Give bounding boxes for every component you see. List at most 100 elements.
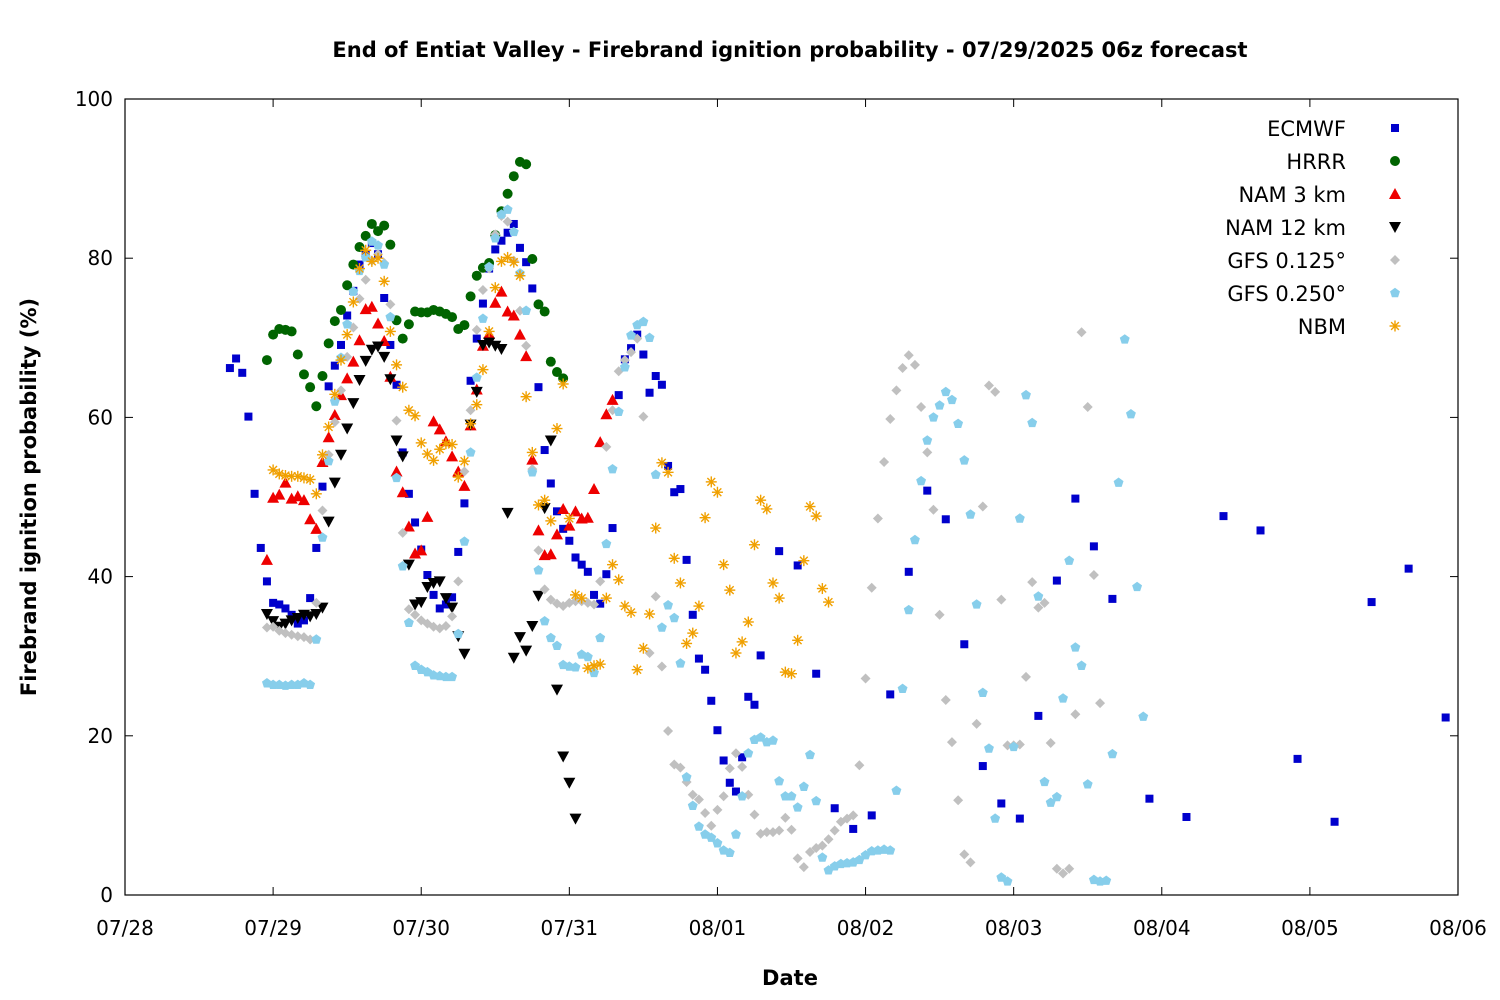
data-point [1045, 737, 1056, 748]
data-point [1182, 812, 1191, 821]
data-point [520, 350, 533, 362]
data-point [472, 334, 481, 343]
data-point [676, 485, 685, 494]
data-point [600, 408, 613, 420]
data-point [693, 821, 704, 831]
data-point [256, 543, 265, 552]
data-point [854, 760, 865, 771]
data-point [607, 559, 619, 571]
data-point [1441, 713, 1450, 722]
data-point [244, 412, 253, 421]
data-point [391, 415, 402, 426]
data-point [465, 291, 476, 302]
data-point [372, 317, 385, 329]
data-point [990, 813, 1001, 823]
data-point [502, 188, 513, 199]
data-point [551, 423, 563, 435]
data-point [650, 522, 662, 534]
data-point [341, 372, 354, 384]
data-point [540, 446, 549, 455]
data-point [501, 507, 514, 519]
data-point [601, 538, 612, 549]
data-point [786, 824, 797, 835]
data-point [342, 280, 353, 291]
data-point [792, 802, 803, 812]
data-point [650, 469, 661, 479]
data-point [385, 311, 396, 322]
data-point [465, 447, 476, 457]
data-point [866, 582, 877, 593]
data-point [563, 519, 576, 531]
data-point [1082, 779, 1093, 789]
data-point [397, 561, 408, 571]
data-point [1076, 660, 1087, 670]
data-point [397, 333, 408, 344]
data-point [645, 388, 654, 397]
data-point [941, 515, 950, 524]
data-point [411, 518, 420, 527]
legend-label: NBM [1298, 315, 1346, 339]
data-point [663, 600, 674, 610]
data-point [606, 393, 619, 405]
data-point [601, 441, 612, 452]
data-point [310, 522, 323, 534]
data-point [311, 401, 322, 412]
data-point [737, 761, 748, 772]
data-point [694, 654, 703, 663]
data-point [354, 263, 366, 275]
data-point [724, 847, 735, 858]
data-point [359, 355, 372, 367]
legend-label: GFS 0.250° [1227, 282, 1346, 306]
data-point [452, 471, 464, 483]
data-point [404, 489, 413, 498]
legend-label: GFS 0.125° [1227, 249, 1346, 273]
data-point [329, 388, 341, 400]
data-point [823, 596, 835, 608]
data-point [571, 553, 580, 562]
data-point [311, 597, 322, 608]
data-point [923, 486, 932, 495]
data-point [341, 329, 353, 341]
data-point [1051, 863, 1062, 874]
data-point [681, 771, 692, 782]
data-point [1008, 741, 1019, 752]
data-point [810, 510, 822, 522]
data-point [559, 524, 568, 533]
data-point [513, 328, 526, 340]
data-point [396, 486, 409, 498]
data-point [1034, 711, 1043, 720]
data-point [730, 647, 742, 659]
data-point [551, 367, 562, 378]
data-point [521, 305, 532, 315]
data-point [1088, 570, 1099, 581]
data-point [805, 847, 816, 858]
data-point [489, 296, 502, 308]
data-point [687, 789, 698, 800]
data-point [447, 611, 458, 622]
data-point [773, 592, 785, 604]
data-point [669, 612, 680, 623]
data-point [594, 658, 606, 670]
data-point [329, 396, 340, 406]
data-point [286, 326, 297, 337]
data-point [1145, 794, 1154, 803]
data-point [477, 285, 488, 296]
data-point [1132, 581, 1143, 592]
data-point [267, 491, 280, 503]
data-point [415, 544, 428, 556]
data-point [260, 553, 273, 565]
axes: 07/28 07/29 07/30 07/31 08/01 08/02 08/03 08/04… [75, 87, 1487, 940]
data-point [508, 256, 520, 268]
series-5 [261, 204, 1149, 886]
data-point [712, 804, 723, 815]
data-point [656, 457, 668, 469]
data-point [798, 862, 809, 873]
data-point [639, 350, 648, 359]
data-point [570, 662, 581, 672]
data-point [792, 853, 803, 864]
chart-title: End of Entiat Valley - Firebrand ignitio… [332, 38, 1247, 62]
data-point [379, 220, 390, 231]
data-point [644, 648, 655, 659]
data-point [711, 486, 723, 498]
